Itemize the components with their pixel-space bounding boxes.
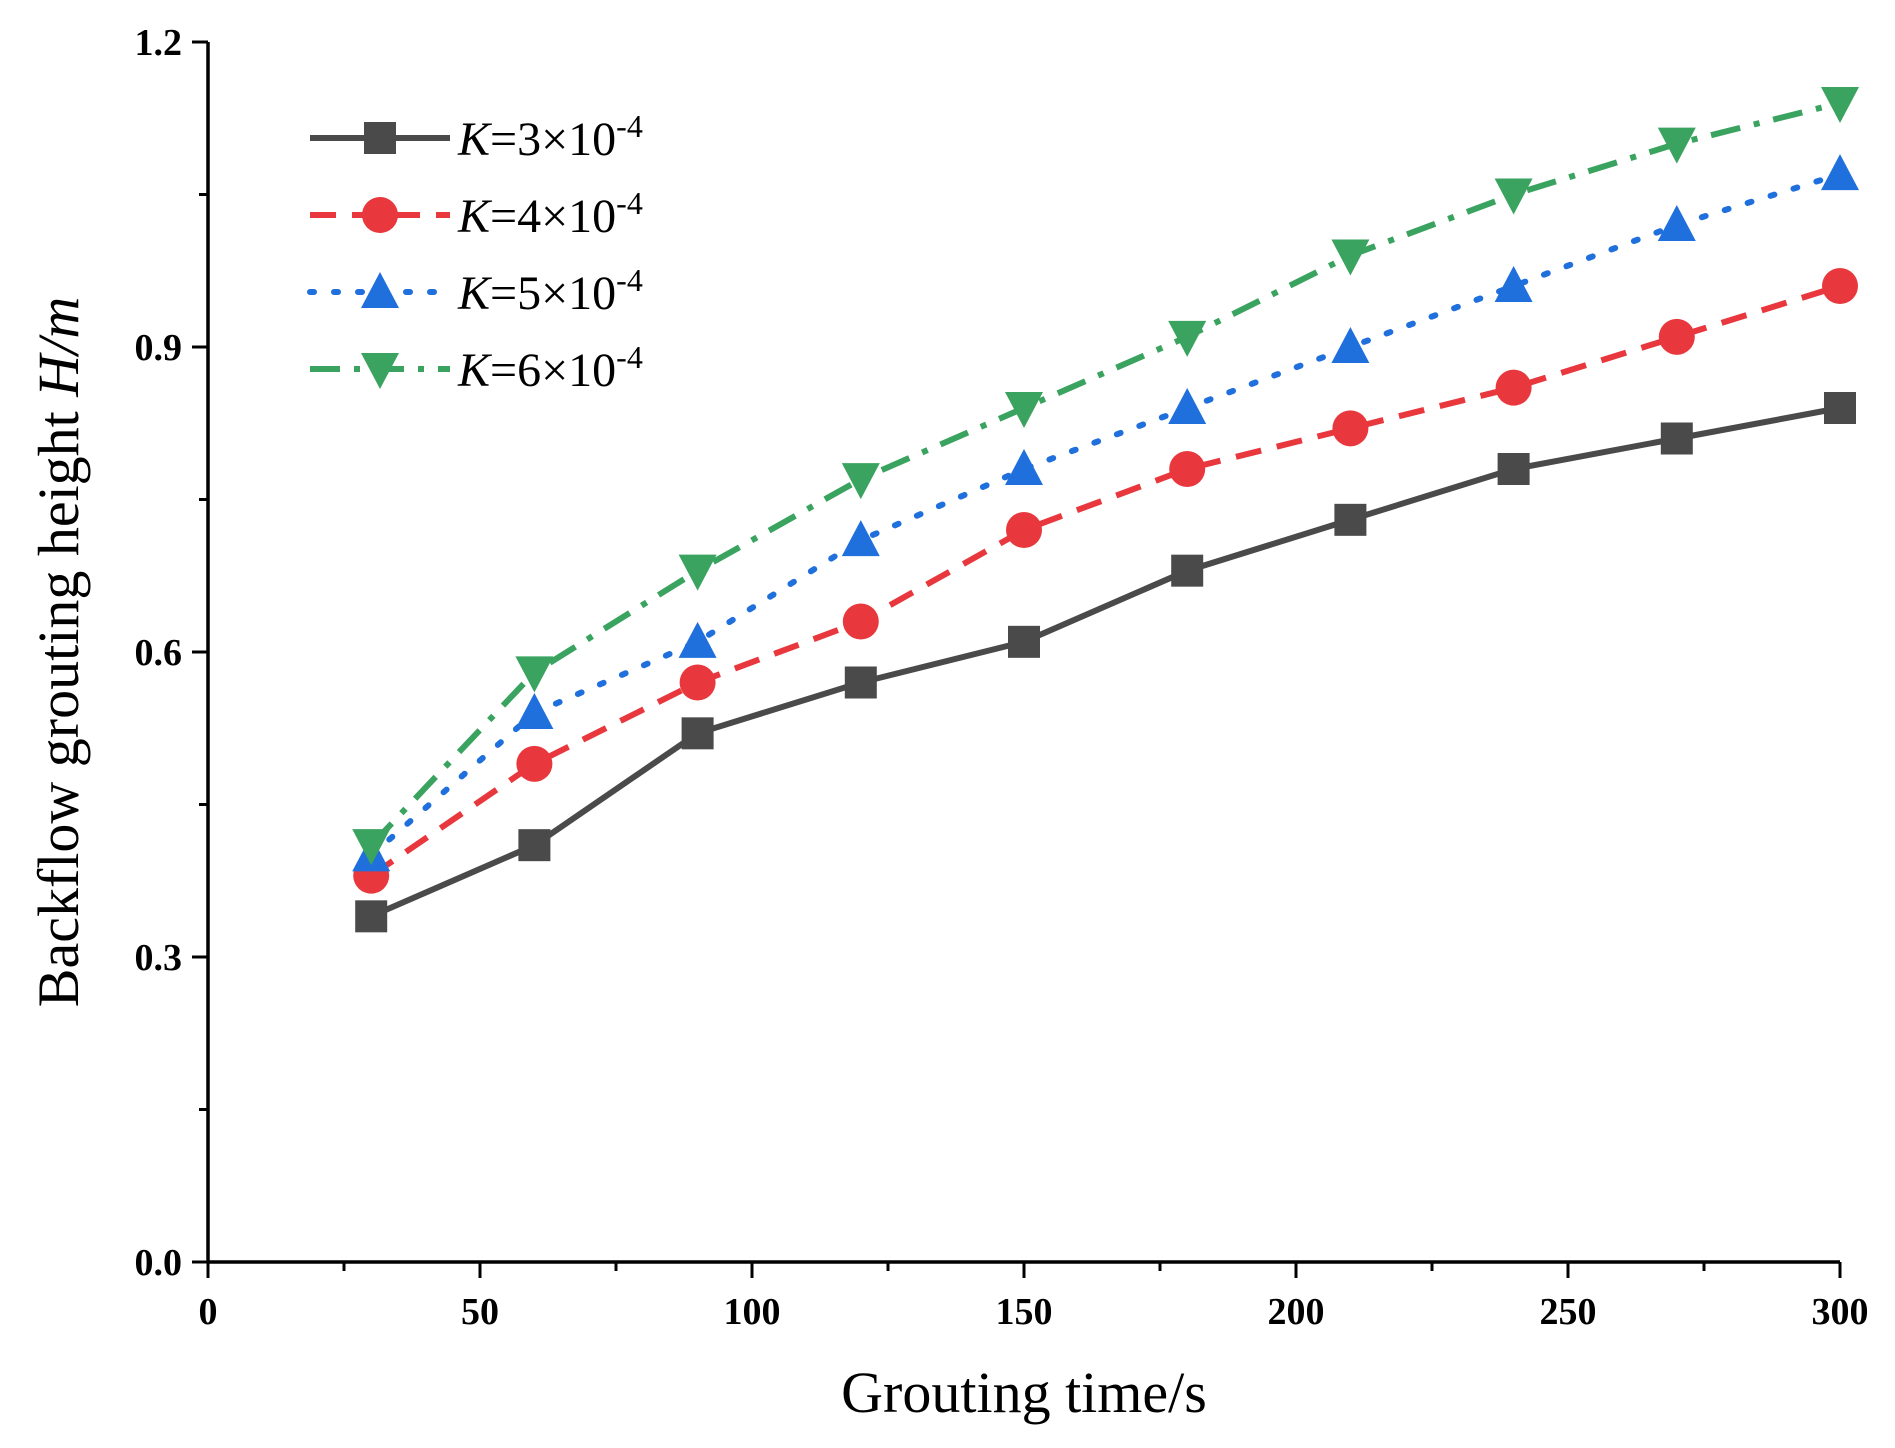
legend-label: K=4×10-4 bbox=[457, 185, 643, 243]
x-tick-label: 150 bbox=[996, 1291, 1053, 1333]
data-point bbox=[1169, 451, 1206, 487]
legend-label-exp: -4 bbox=[616, 339, 643, 375]
data-point bbox=[352, 829, 391, 866]
data-point bbox=[1657, 127, 1696, 164]
data-point bbox=[1824, 392, 1856, 424]
legend-label-text: =3×10 bbox=[490, 113, 616, 166]
data-point bbox=[355, 900, 388, 933]
data-point bbox=[1331, 327, 1370, 363]
y-tick-label: 0.9 bbox=[135, 327, 183, 369]
legend: K=3×10-4K=4×10-4K=5×10-4K=6×10-4 bbox=[307, 108, 643, 397]
x-axis-title: Grouting time/s bbox=[841, 1360, 1207, 1425]
legend-item: K=3×10-4 bbox=[310, 108, 643, 166]
data-point bbox=[678, 621, 717, 658]
legend-label-var: K bbox=[457, 344, 493, 397]
data-point bbox=[1171, 554, 1204, 587]
legend-label-text: =5×10 bbox=[490, 267, 616, 320]
data-point bbox=[1821, 87, 1859, 123]
data-point bbox=[841, 463, 880, 500]
legend-label: K=3×10-4 bbox=[457, 108, 643, 166]
legend-marker bbox=[361, 353, 399, 389]
data-point bbox=[1822, 268, 1858, 304]
data-point bbox=[681, 717, 714, 750]
legend-label-var: K bbox=[457, 113, 493, 166]
series-line bbox=[369, 100, 1841, 848]
series-2 bbox=[353, 268, 1858, 894]
legend-item: K=5×10-4 bbox=[307, 262, 643, 320]
data-point bbox=[1821, 154, 1859, 191]
series-3 bbox=[352, 154, 1859, 872]
data-point bbox=[679, 664, 716, 701]
data-point bbox=[1657, 205, 1696, 241]
data-point bbox=[844, 666, 877, 699]
data-point bbox=[518, 829, 551, 862]
data-point bbox=[1334, 503, 1367, 536]
x-tick-label: 250 bbox=[1540, 1291, 1597, 1333]
data-point bbox=[678, 554, 717, 591]
legend-label-exp: -4 bbox=[616, 262, 643, 298]
data-point bbox=[1005, 392, 1043, 428]
legend-label-var: K bbox=[457, 267, 493, 320]
data-point bbox=[516, 745, 553, 782]
x-tick-label: 50 bbox=[461, 1291, 499, 1333]
y-axis-title-unit: /m bbox=[26, 297, 91, 358]
axes: 0 50 100 150 200 250 300 0.0 0.3 0.6 0.9 1.2 Groutin… bbox=[26, 22, 1869, 1425]
data-point bbox=[842, 603, 879, 640]
data-point bbox=[1168, 320, 1207, 357]
data-point bbox=[1497, 453, 1530, 485]
legend-label-text: =4×10 bbox=[490, 190, 616, 243]
data-point bbox=[1658, 318, 1695, 355]
data-point bbox=[515, 693, 554, 729]
y-axis-title-var: H bbox=[26, 352, 91, 398]
legend-label-var: K bbox=[457, 190, 493, 243]
x-tick-label: 100 bbox=[724, 1291, 781, 1333]
legend-label: K=5×10-4 bbox=[457, 262, 643, 320]
data-point bbox=[1494, 178, 1533, 215]
data-point bbox=[1005, 449, 1043, 485]
legend-marker bbox=[364, 122, 396, 154]
data-point bbox=[1495, 369, 1532, 406]
series-line bbox=[370, 405, 1841, 920]
y-tick-label: 0.6 bbox=[135, 632, 183, 674]
data-point bbox=[1008, 625, 1040, 658]
y-tick-label: 0.3 bbox=[135, 937, 183, 979]
x-tick-label: 0 bbox=[199, 1291, 218, 1333]
data-point bbox=[841, 520, 880, 557]
y-axis-title: Backflow grouting height H/m bbox=[26, 297, 91, 1007]
legend-label-exp: -4 bbox=[616, 185, 643, 221]
legend-item: K=4×10-4 bbox=[310, 185, 643, 243]
data-point bbox=[1660, 422, 1693, 455]
x-tick-label: 300 bbox=[1812, 1291, 1869, 1333]
legend-label-text: =6×10 bbox=[490, 344, 616, 397]
data-point bbox=[1168, 388, 1207, 424]
y-axis-title-prefix: Backflow grouting height bbox=[26, 397, 91, 1008]
series-layer bbox=[352, 87, 1859, 933]
series-line bbox=[368, 171, 1843, 859]
series-4 bbox=[352, 87, 1859, 866]
legend-label: K=6×10-4 bbox=[457, 339, 643, 397]
data-point bbox=[1494, 266, 1533, 302]
y-tick-label: 0.0 bbox=[135, 1242, 183, 1284]
legend-item: K=6×10-4 bbox=[310, 339, 643, 397]
data-point bbox=[515, 656, 554, 693]
legend-label-exp: -4 bbox=[616, 108, 643, 144]
y-tick-label: 1.2 bbox=[135, 22, 183, 64]
legend-marker bbox=[361, 272, 399, 308]
series-1 bbox=[355, 392, 1856, 933]
data-point bbox=[1332, 410, 1369, 447]
x-tick-label: 200 bbox=[1268, 1291, 1325, 1333]
legend-marker bbox=[362, 197, 398, 233]
data-point bbox=[1006, 512, 1042, 548]
data-point bbox=[1331, 239, 1370, 276]
